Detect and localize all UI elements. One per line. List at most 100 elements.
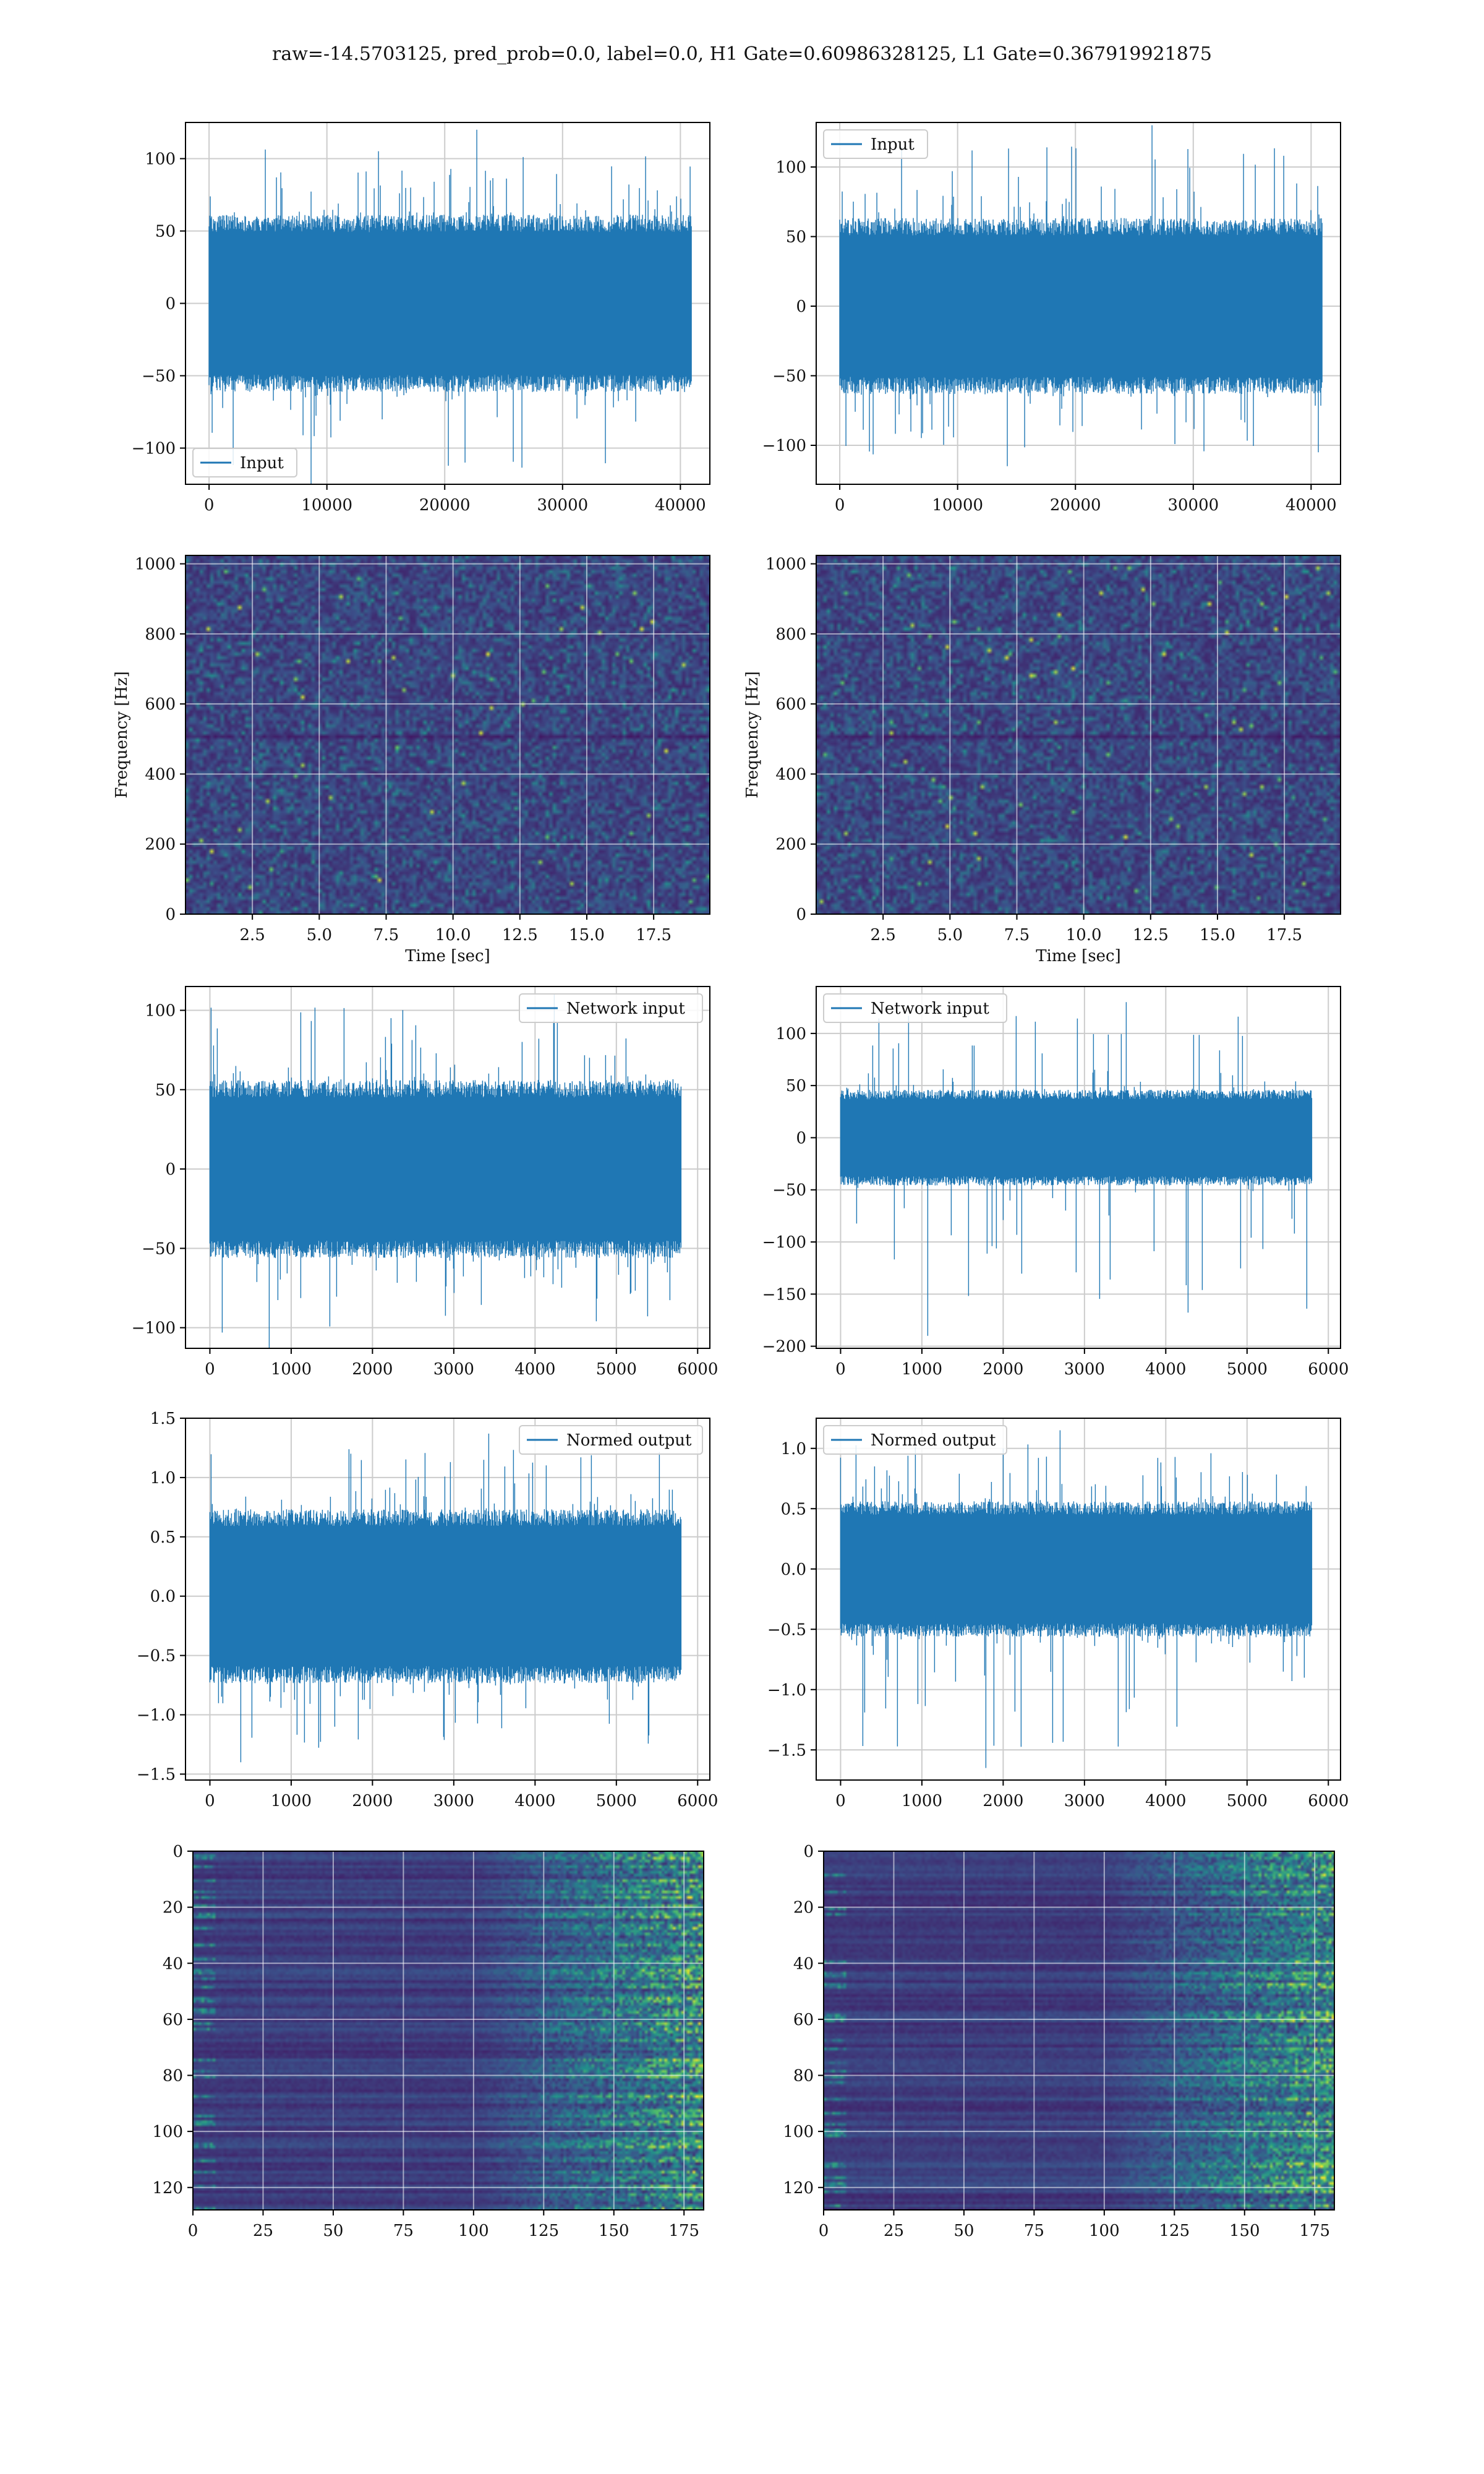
y-tick-label: 200 bbox=[145, 836, 176, 854]
legend-box bbox=[519, 993, 703, 1023]
x-axis-label: Time [sec] bbox=[405, 947, 490, 965]
legend-box bbox=[192, 448, 297, 477]
y-tick-label: 200 bbox=[775, 836, 806, 854]
x-tick-label: 17.5 bbox=[636, 926, 672, 944]
legend-label: Network input bbox=[566, 999, 685, 1018]
x-tick-label: 2.5 bbox=[239, 926, 265, 944]
legend-label: Input bbox=[240, 454, 284, 473]
x-tick-label: 1000 bbox=[902, 1792, 942, 1810]
x-tick-label: 3000 bbox=[433, 1360, 474, 1379]
x-tick-label: 30000 bbox=[1167, 496, 1219, 515]
chart-l1-normed-output: 0 1000 2000 3000 4000 5000 6000 −1.5 −1.0 −0.5 0.0… bbox=[767, 1418, 1349, 1810]
chart-h1-feature-map: 0 25 50 75 100 125 150 175 0 20 40 60 80 100 120 bbox=[152, 1843, 704, 2240]
y-tick-label: 800 bbox=[145, 625, 176, 644]
y-tick-label: 1000 bbox=[765, 555, 806, 574]
x-tick-label: 0 bbox=[819, 2222, 829, 2240]
y-tick-label: 600 bbox=[775, 695, 806, 714]
x-tick-label: 100 bbox=[1089, 2222, 1120, 2240]
series-line bbox=[839, 125, 1323, 466]
x-tick-label: 10.0 bbox=[435, 926, 471, 944]
x-tick-label: 30000 bbox=[537, 496, 588, 515]
x-tick-label: 3000 bbox=[1064, 1792, 1105, 1810]
axes-frame bbox=[823, 1851, 1335, 2211]
x-tick-label: 1000 bbox=[271, 1792, 312, 1810]
x-tick-label: 10000 bbox=[301, 496, 352, 515]
axes-frame bbox=[185, 986, 710, 1349]
x-tick-label: 7.5 bbox=[373, 926, 399, 944]
x-tick-label: 6000 bbox=[1308, 1792, 1349, 1810]
y-tick-label: −100 bbox=[132, 1319, 176, 1338]
axes-frame bbox=[816, 986, 1341, 1349]
series-line bbox=[840, 1430, 1313, 1768]
series-line bbox=[209, 994, 682, 1348]
series-line bbox=[209, 1433, 682, 1763]
y-tick-label: 50 bbox=[786, 1077, 806, 1095]
x-tick-label: 5000 bbox=[1227, 1792, 1268, 1810]
x-tick-label: 20000 bbox=[419, 496, 471, 515]
x-tick-label: 0 bbox=[835, 1360, 846, 1379]
y-tick-label: 60 bbox=[793, 2011, 814, 2029]
y-tick-label: −100 bbox=[132, 440, 176, 458]
y-tick-label: 100 bbox=[145, 150, 176, 169]
legend: Normed output bbox=[519, 1425, 703, 1455]
x-tick-label: 3000 bbox=[1064, 1360, 1105, 1379]
x-tick-label: 100 bbox=[458, 2222, 489, 2240]
x-tick-label: 6000 bbox=[677, 1792, 718, 1810]
x-tick-label: 4000 bbox=[514, 1360, 555, 1379]
x-tick-label: 75 bbox=[393, 2222, 414, 2240]
axes-frame bbox=[816, 555, 1341, 915]
x-tick-label: 6000 bbox=[677, 1360, 718, 1379]
legend: Network input bbox=[519, 993, 703, 1023]
x-tick-label: 7.5 bbox=[1004, 926, 1030, 944]
x-tick-label: 10.0 bbox=[1066, 926, 1102, 944]
chart-h1-network-input: 0 1000 2000 3000 4000 5000 6000 −100 −50 0 50 100 Ne… bbox=[132, 986, 718, 1379]
x-tick-label: 1000 bbox=[902, 1360, 942, 1379]
y-tick-label: 0 bbox=[803, 1843, 814, 1861]
x-tick-label: 50 bbox=[953, 2222, 974, 2240]
y-tick-label: −50 bbox=[142, 1239, 176, 1258]
chart-l1-network-input: 0 1000 2000 3000 4000 5000 6000−200−150−100−50… bbox=[762, 986, 1349, 1379]
y-tick-label: 0 bbox=[165, 295, 176, 314]
y-tick-label: 120 bbox=[152, 2179, 183, 2198]
axes-frame bbox=[185, 122, 710, 485]
heatmap-image bbox=[193, 1851, 704, 2210]
axes-frame bbox=[185, 1418, 710, 1781]
y-tick-label: 50 bbox=[786, 228, 806, 247]
y-tick-label: −0.5 bbox=[767, 1620, 806, 1639]
x-tick-label: 0 bbox=[835, 1792, 846, 1810]
x-tick-label: 15.0 bbox=[1200, 926, 1235, 944]
y-tick-label: 0.5 bbox=[150, 1528, 176, 1547]
legend-label: Network input bbox=[871, 999, 989, 1018]
heatmap-image bbox=[816, 555, 1341, 914]
y-tick-label: −1.0 bbox=[137, 1706, 176, 1725]
legend: Input bbox=[192, 448, 297, 477]
y-tick-label: 50 bbox=[155, 1081, 176, 1100]
y-tick-label: 100 bbox=[775, 1025, 806, 1043]
y-tick-label: 0 bbox=[165, 1160, 176, 1179]
x-tick-label: 2000 bbox=[983, 1792, 1023, 1810]
x-tick-label: 0 bbox=[205, 1360, 215, 1379]
axes-frame bbox=[816, 122, 1341, 485]
legend-label: Normed output bbox=[566, 1431, 692, 1450]
axes-frame bbox=[185, 555, 710, 915]
heatmap-image bbox=[186, 555, 710, 914]
x-tick-label: 5.0 bbox=[937, 926, 963, 944]
y-tick-label: 100 bbox=[783, 2123, 814, 2141]
y-tick-label: 0 bbox=[165, 905, 176, 924]
y-tick-label: 600 bbox=[145, 695, 176, 714]
y-tick-label: 0 bbox=[796, 297, 806, 316]
legend: Network input bbox=[823, 993, 1007, 1023]
x-tick-label: 2000 bbox=[352, 1360, 393, 1379]
y-tick-label: 0.5 bbox=[781, 1500, 806, 1518]
x-tick-label: 125 bbox=[1159, 2222, 1190, 2240]
y-tick-label: −0.5 bbox=[137, 1647, 176, 1666]
y-tick-label: −1.5 bbox=[137, 1765, 176, 1784]
chart-h1-spectrogram: 2.5 5.0 7.5 10.0 12.5 15.0 17.5 0 200 400 600 800 10… bbox=[113, 555, 710, 965]
y-tick-label: 20 bbox=[163, 1899, 183, 1917]
x-tick-label: 12.5 bbox=[502, 926, 538, 944]
series-line bbox=[208, 129, 692, 484]
y-tick-label: 40 bbox=[793, 1954, 814, 1973]
y-tick-label: −100 bbox=[762, 437, 806, 455]
y-tick-label: −100 bbox=[762, 1233, 806, 1252]
y-tick-label: 800 bbox=[775, 625, 806, 644]
